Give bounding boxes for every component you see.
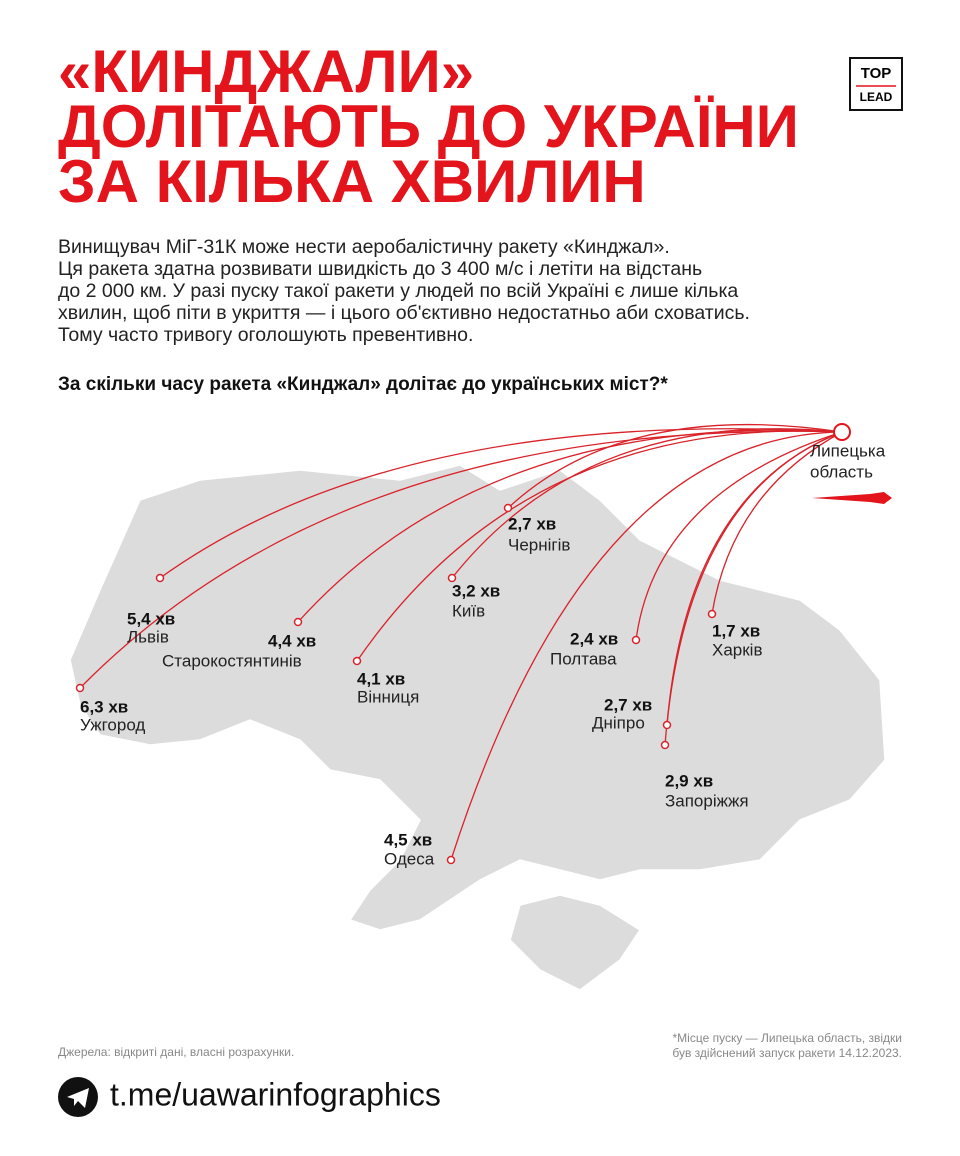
missile-icon xyxy=(812,492,892,504)
route xyxy=(159,428,843,579)
intro-line: Ця ракета здатна розвивати швидкість до … xyxy=(58,258,702,280)
intro-line: до 2 000 км. У разі пуску такої ракети у… xyxy=(58,280,738,302)
title-line: «КИНДЖАЛИ» xyxy=(58,38,474,105)
city-dot xyxy=(155,573,165,583)
route xyxy=(635,431,843,641)
title-line: ЗА КІЛЬКА ХВИЛИН xyxy=(58,148,646,215)
city-time: 2,4 хв xyxy=(570,629,618,648)
map xyxy=(69,464,886,991)
launch-label: область xyxy=(810,462,873,481)
city-time: 4,1 хв xyxy=(357,669,405,688)
footnote: був здійснений запуск ракети 14.12.2023. xyxy=(672,1046,902,1060)
city-name: Полтава xyxy=(550,649,617,668)
city-time: 2,7 хв xyxy=(604,695,652,714)
route xyxy=(507,423,843,509)
route xyxy=(356,430,843,662)
map-mainland xyxy=(69,464,886,931)
sources: Джерела: відкриті дані, власні розрахунк… xyxy=(58,1045,294,1059)
city-dot xyxy=(446,855,456,865)
logo-top: TOP xyxy=(861,65,892,82)
telegram-plane xyxy=(67,1088,89,1108)
city-time: 5,4 хв xyxy=(127,609,175,628)
city-time: 4,4 хв xyxy=(268,631,316,650)
city-dot xyxy=(631,635,641,645)
launch-label: Липецька xyxy=(810,441,886,460)
footnote: *Місце пуску — Липецька область, звідки xyxy=(673,1031,903,1045)
intro-line: хвилин, щоб піти в укриття — і цього об'… xyxy=(58,302,750,324)
city-dot xyxy=(662,720,672,730)
city-time: 2,9 хв xyxy=(665,771,713,790)
launch-point xyxy=(833,423,851,441)
route xyxy=(664,431,843,746)
city-time: 6,3 хв xyxy=(80,697,128,716)
city-name: Ужгород xyxy=(80,715,145,734)
city-time: 2,7 хв xyxy=(508,514,556,533)
city-name: Львів xyxy=(127,627,169,646)
city-time: 1,7 хв xyxy=(712,621,760,640)
city-name: Одеса xyxy=(384,849,435,868)
city-time: 4,5 хв xyxy=(384,830,432,849)
logo-box xyxy=(849,57,903,111)
city-dot xyxy=(503,503,513,513)
route xyxy=(450,431,843,861)
city-name: Запоріжжя xyxy=(665,791,749,810)
city-dot xyxy=(293,617,303,627)
city-time: 3,2 хв xyxy=(452,581,500,600)
city-name: Вінниця xyxy=(357,687,419,706)
city-name: Старокостянтинів xyxy=(162,651,302,670)
city-dot xyxy=(75,683,85,693)
city-dot xyxy=(660,740,670,750)
route xyxy=(79,430,843,689)
logo-bottom: LEAD xyxy=(860,90,893,104)
intro-line: Тому часто тривогу оголошують превентивн… xyxy=(58,324,473,346)
city-name: Чернігів xyxy=(508,535,570,554)
city-name: Харків xyxy=(712,640,763,659)
route xyxy=(711,431,843,615)
city-name: Київ xyxy=(452,601,485,620)
channel-link[interactable]: t.me/uawarinfographics xyxy=(110,1076,441,1112)
intro-line: Винищувач МіГ-31К може нести аеробалісти… xyxy=(58,236,670,258)
city-dot xyxy=(352,656,362,666)
question: За скільки часу ракета «Кинджал» долітає… xyxy=(58,374,668,395)
city-dot xyxy=(707,609,717,619)
city-dot xyxy=(447,573,457,583)
route xyxy=(297,429,843,623)
city-name: Дніпро xyxy=(592,713,645,732)
title-line: ДОЛІТАЮТЬ ДО УКРАЇНИ xyxy=(58,93,799,160)
map-crimea xyxy=(509,894,642,991)
